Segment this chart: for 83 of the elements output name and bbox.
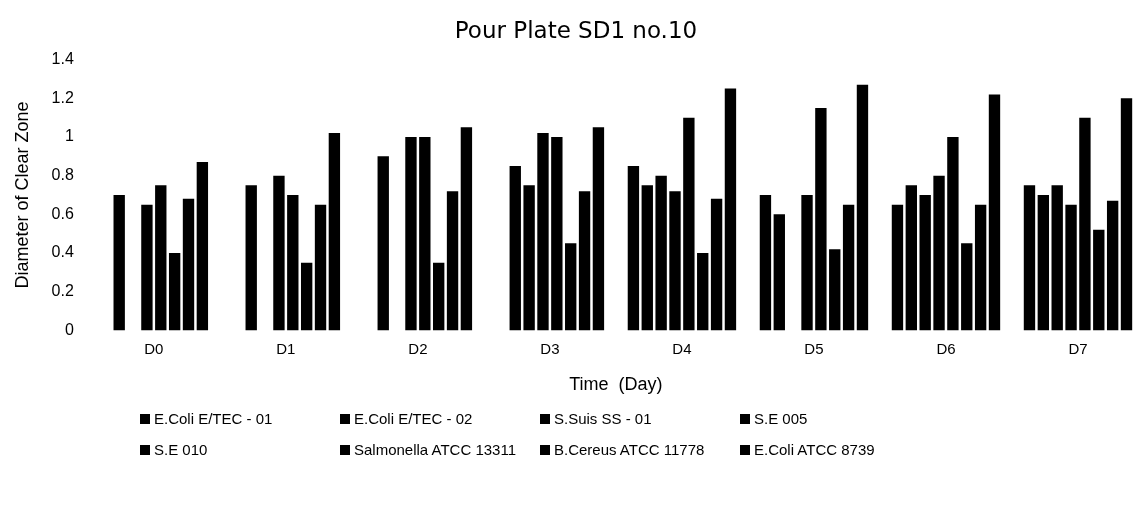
y-tick-label: 0.2 [51,282,74,300]
legend-label: E.Coli E/TEC - 02 [354,410,473,427]
bar [933,175,945,331]
bar [1120,98,1133,331]
bar [141,204,153,331]
y-tick-label: 1.2 [51,88,74,106]
x-tick-label: D2 [408,339,428,357]
bar [773,214,785,331]
bar [273,175,285,331]
bar [328,133,341,331]
bar [1106,200,1119,331]
bar [842,204,855,331]
bar [759,195,772,331]
bar [974,204,987,331]
x-axis-title: Time (Day) [569,374,663,395]
bar [168,253,181,331]
bar [113,195,125,331]
bar [919,195,931,331]
x-tick-label: D0 [144,339,164,357]
bar [905,185,917,331]
bar [300,262,313,331]
bar [405,136,417,331]
bar [724,88,737,331]
bar [565,243,577,331]
bar [1051,185,1063,331]
bar [669,191,681,331]
bar [710,198,723,331]
bar [287,195,299,331]
bar [627,165,640,331]
bar [856,84,869,331]
bar [1037,195,1050,331]
bar [829,249,841,331]
bar [697,253,709,331]
x-tick-label: D6 [936,339,956,357]
legend-label: E.Coli E/TEC - 01 [154,410,273,427]
bar [245,185,257,331]
x-tick-label: D4 [672,339,692,357]
bar [460,127,473,331]
y-tick-label: 0.4 [51,243,74,261]
x-tick-label: D5 [804,339,824,357]
x-tick-label: D1 [276,339,296,357]
bar [419,136,431,331]
legend-label: Salmonella ATCC 13311 [354,441,517,458]
bar [655,175,667,331]
bar [551,136,563,331]
bar [1023,185,1036,331]
x-tick-label: D3 [540,339,560,357]
bar [1093,229,1105,331]
y-tick-label: 0.8 [51,166,74,184]
bar [537,133,549,331]
legend-label: B.Cereus ATCC 11778 [554,441,705,458]
bar [1065,204,1077,331]
bar [1079,117,1091,331]
bar [961,243,973,331]
y-tick-label: 1.4 [51,50,74,68]
bar [523,185,535,331]
bar [988,94,1001,331]
legend-label: S.Suis SS - 01 [554,410,652,427]
bar [891,204,904,331]
bar [801,195,813,331]
bar [182,198,195,331]
bar [592,127,605,331]
bar [683,117,695,331]
bar [196,162,209,331]
bar [377,156,389,331]
y-tick-label: 0 [64,320,74,338]
legend-label: S.E 005 [754,410,808,427]
chart-title: Pour Plate SD1 no.10 [454,16,698,43]
bar [433,262,445,331]
bar [578,191,591,331]
bar [509,165,521,331]
x-tick-label: D7 [1068,339,1088,357]
legend-label: S.E 010 [154,441,208,458]
bar [446,191,459,331]
y-axis-title: Diameter of Clear Zone [11,101,32,289]
bar [641,185,653,331]
y-tick-label: 1 [64,127,74,145]
legend-label: E.Coli ATCC 8739 [754,441,875,458]
bar [314,204,327,331]
bar [815,107,827,331]
bar [155,185,167,331]
bar [947,136,959,331]
y-tick-label: 0.6 [51,204,74,222]
